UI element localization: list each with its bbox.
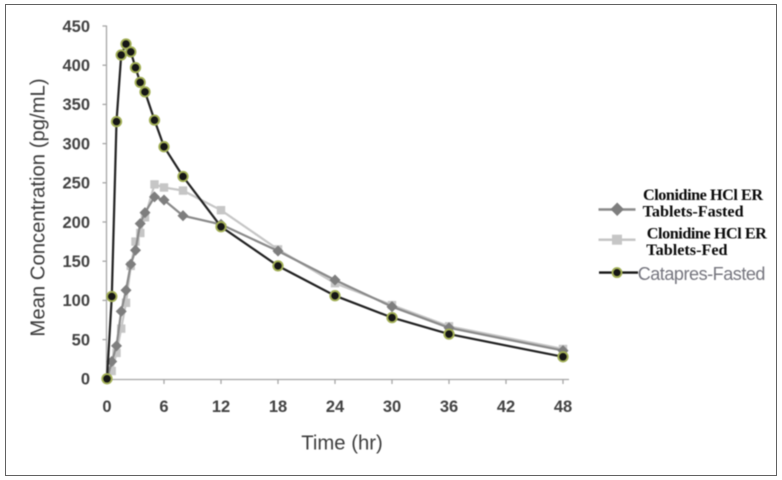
svg-text:42: 42 xyxy=(497,398,515,416)
svg-text:12: 12 xyxy=(212,398,230,416)
svg-text:Clonidine HCl ER: Clonidine HCl ER xyxy=(643,186,763,204)
svg-text:36: 36 xyxy=(440,398,458,416)
svg-text:Catapres-Fasted: Catapres-Fasted xyxy=(638,264,765,284)
svg-text:0: 0 xyxy=(102,398,111,416)
svg-text:24: 24 xyxy=(326,398,345,416)
svg-text:48: 48 xyxy=(554,398,572,416)
svg-text:Tablets-Fed: Tablets-Fed xyxy=(646,241,727,259)
svg-text:50: 50 xyxy=(72,331,90,349)
svg-text:450: 450 xyxy=(62,18,90,36)
svg-text:Tablets-Fasted: Tablets-Fasted xyxy=(643,203,744,221)
svg-text:18: 18 xyxy=(269,398,287,416)
svg-text:100: 100 xyxy=(62,292,90,310)
svg-text:30: 30 xyxy=(383,398,401,416)
svg-text:300: 300 xyxy=(62,135,90,153)
svg-text:Mean Concentration (pg/mL): Mean Concentration (pg/mL) xyxy=(27,78,49,336)
svg-text:150: 150 xyxy=(62,253,90,271)
svg-text:Time (hr): Time (hr) xyxy=(301,432,383,454)
svg-text:250: 250 xyxy=(62,175,90,193)
svg-text:350: 350 xyxy=(62,96,90,114)
svg-text:Clonidine HCl ER: Clonidine HCl ER xyxy=(647,224,767,242)
svg-text:0: 0 xyxy=(81,371,90,389)
svg-text:6: 6 xyxy=(159,398,168,416)
svg-text:400: 400 xyxy=(62,57,90,75)
svg-text:200: 200 xyxy=(62,214,90,232)
